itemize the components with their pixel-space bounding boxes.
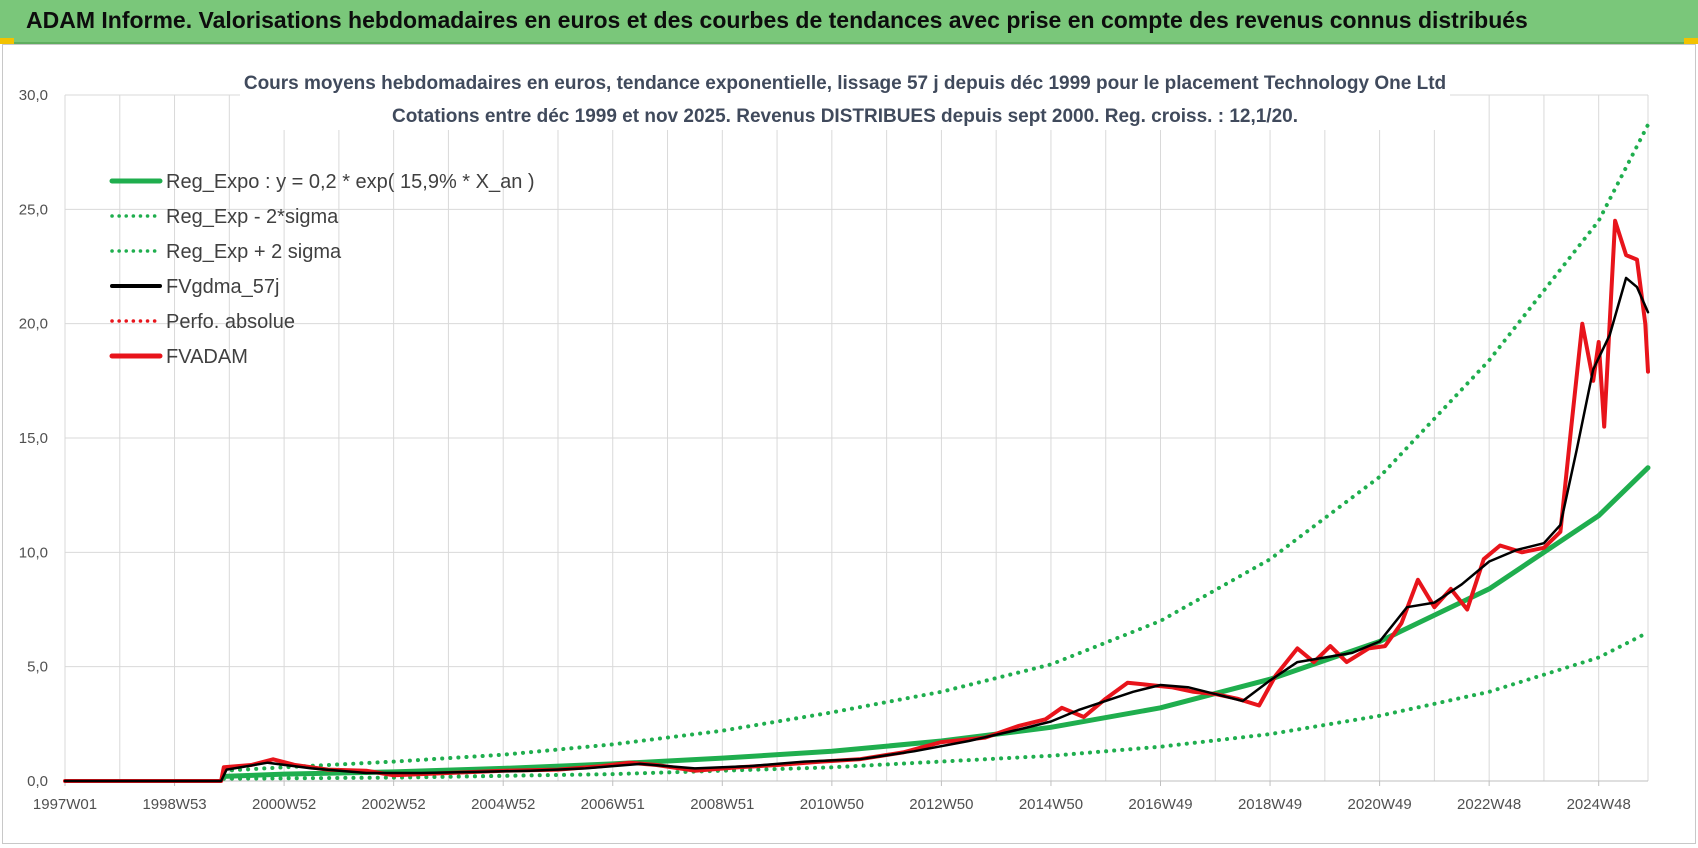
- chart-frame: [2, 44, 1696, 844]
- chart-series: [63, 122, 1651, 783]
- x-tick-label: 2012W50: [909, 796, 973, 813]
- x-tick-label: 2014W50: [1019, 796, 1083, 813]
- corner-mark-right: [1684, 38, 1698, 44]
- series-line-reg-exp-2-sigma: [221, 630, 1650, 781]
- x-tick-label: 2004W52: [471, 796, 535, 813]
- chart-legend: Reg_Expo : y = 0,2 * exp( 15,9% * X_an )…: [109, 171, 535, 368]
- legend-label: Perfo. absolue: [166, 311, 295, 333]
- y-tick-label: 0,0: [27, 773, 48, 790]
- legend-label: Reg_Expo : y = 0,2 * exp( 15,9% * X_an ): [166, 171, 535, 193]
- corner-mark-left: [0, 38, 14, 44]
- x-tick-label: 2020W49: [1347, 796, 1411, 813]
- chart-grid: [64, 94, 1649, 782]
- chart-axes: 0,0 5,0 10,0 15,0 20,0 25,0 30,0 1997W01 1998W53…: [19, 87, 1648, 813]
- x-tick-label: 1997W01: [33, 796, 97, 813]
- series-line-reg-exp-2-sigma: [221, 122, 1650, 773]
- x-tick-label: 1998W53: [142, 796, 206, 813]
- x-tick-label: 2006W51: [581, 796, 645, 813]
- x-tick-label: 2018W49: [1238, 796, 1302, 813]
- chart-title-line-1: Cours moyens hebdomadaires en euros, ten…: [244, 73, 1446, 94]
- x-tick-label: 2008W51: [690, 796, 754, 813]
- series-line-fvgdma-57j: [63, 276, 1650, 783]
- legend-label: FVADAM: [166, 346, 248, 368]
- chart-title-line-2: Cotations entre déc 1999 et nov 2025. Re…: [392, 106, 1298, 127]
- y-tick-label: 15,0: [19, 430, 48, 447]
- legend-label: FVgdma_57j: [166, 276, 279, 298]
- y-tick-label: 10,0: [19, 544, 48, 561]
- x-tick-label: 2022W48: [1457, 796, 1521, 813]
- x-tick-label: 2024W48: [1567, 796, 1631, 813]
- report-title: ADAM Informe. Valorisations hebdomadaire…: [26, 7, 1528, 33]
- legend-label: Reg_Exp - 2*sigma: [166, 206, 339, 228]
- y-tick-label: 5,0: [27, 659, 48, 676]
- x-tick-label: 2002W52: [362, 796, 426, 813]
- chart-titles: Cours moyens hebdomadaires en euros, ten…: [240, 68, 1450, 130]
- x-tick-label: 2000W52: [252, 796, 316, 813]
- y-tick-label: 30,0: [19, 87, 48, 104]
- x-tick-label: 2010W50: [800, 796, 864, 813]
- report-banner: ADAM Informe. Valorisations hebdomadaire…: [0, 0, 1698, 44]
- series-line-fvadam: [63, 218, 1650, 783]
- x-tick-label: 2016W49: [1128, 796, 1192, 813]
- y-tick-label: 20,0: [19, 316, 48, 333]
- legend-label: Reg_Exp + 2 sigma: [166, 241, 342, 263]
- title-backdrop: [240, 68, 1450, 130]
- y-tick-label: 25,0: [19, 201, 48, 218]
